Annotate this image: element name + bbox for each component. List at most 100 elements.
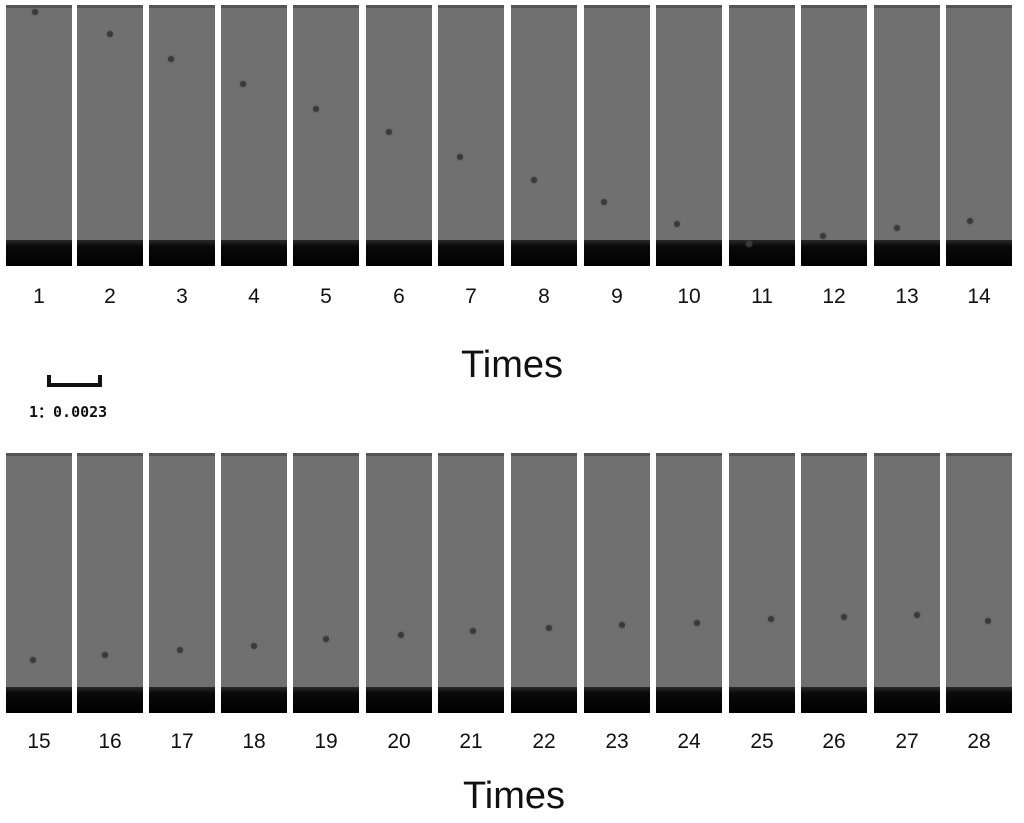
particle bbox=[967, 218, 973, 224]
particle bbox=[386, 129, 392, 135]
frame-top-rim bbox=[584, 5, 650, 8]
frame-top-rim bbox=[6, 453, 72, 456]
frame-floor bbox=[584, 240, 650, 266]
frame-top-rim bbox=[293, 5, 359, 8]
frame-label: 21 bbox=[459, 730, 483, 753]
frame-floor bbox=[77, 240, 143, 266]
frame-floor bbox=[729, 240, 795, 266]
frame-floor bbox=[6, 687, 72, 713]
frame-floor bbox=[149, 687, 215, 713]
frame-1 bbox=[6, 5, 72, 266]
frame-top-rim bbox=[438, 453, 504, 456]
frame-top-rim bbox=[656, 5, 722, 8]
frame-top-rim bbox=[656, 453, 722, 456]
frame-18 bbox=[221, 453, 287, 713]
particle bbox=[820, 233, 826, 239]
frame-label: 8 bbox=[538, 285, 550, 308]
frame-floor bbox=[438, 240, 504, 266]
frame-floor bbox=[149, 240, 215, 266]
frame-floor bbox=[77, 687, 143, 713]
frame-floor bbox=[511, 687, 577, 713]
particle bbox=[894, 225, 900, 231]
axis-title-top: Times bbox=[460, 344, 564, 386]
frame-label: 10 bbox=[677, 285, 701, 308]
particle bbox=[470, 628, 476, 634]
frame-floor bbox=[511, 240, 577, 266]
frame-23 bbox=[584, 453, 650, 713]
frame-top-rim bbox=[874, 453, 940, 456]
frame-floor bbox=[801, 687, 867, 713]
frame-label: 5 bbox=[320, 285, 332, 308]
frame-label: 18 bbox=[242, 730, 266, 753]
frame-floor bbox=[946, 240, 1012, 266]
frame-row-bottom: 15 16 17 18 19 20 21 22 23 24 25 26 27 28 bbox=[0, 451, 1024, 761]
frame-label: 22 bbox=[532, 730, 556, 753]
scale-bar bbox=[47, 375, 102, 387]
frame-top-rim bbox=[801, 453, 867, 456]
frame-floor bbox=[584, 687, 650, 713]
frame-floor bbox=[946, 687, 1012, 713]
frame-14 bbox=[946, 5, 1012, 266]
particle bbox=[313, 106, 319, 112]
frame-top-rim bbox=[511, 5, 577, 8]
frame-label: 28 bbox=[967, 730, 991, 753]
frame-label: 23 bbox=[605, 730, 629, 753]
particle bbox=[746, 241, 752, 247]
frame-top-rim bbox=[77, 5, 143, 8]
frame-28 bbox=[946, 453, 1012, 713]
frame-16 bbox=[77, 453, 143, 713]
particle bbox=[985, 618, 991, 624]
particle bbox=[102, 652, 108, 658]
frame-11 bbox=[729, 5, 795, 266]
frame-label: 20 bbox=[387, 730, 411, 753]
frame-label: 15 bbox=[27, 730, 51, 753]
frame-label: 2 bbox=[104, 285, 116, 308]
frame-top-rim bbox=[293, 453, 359, 456]
frame-top-rim bbox=[801, 5, 867, 8]
particle bbox=[694, 620, 700, 626]
frame-6 bbox=[366, 5, 432, 266]
frame-22 bbox=[511, 453, 577, 713]
frame-top-rim bbox=[221, 5, 287, 8]
frame-3 bbox=[149, 5, 215, 266]
frame-floor bbox=[221, 240, 287, 266]
particle bbox=[457, 154, 463, 160]
particle bbox=[601, 199, 607, 205]
frame-label: 9 bbox=[611, 285, 623, 308]
frame-9 bbox=[584, 5, 650, 266]
frame-label: 14 bbox=[967, 285, 991, 308]
frame-top-rim bbox=[511, 453, 577, 456]
frame-row-top: 1 2 3 4 5 6 7 8 9 10 11 12 13 14 bbox=[0, 0, 1024, 320]
particle bbox=[32, 9, 38, 15]
particle bbox=[107, 31, 113, 37]
frame-floor bbox=[366, 240, 432, 266]
frame-floor bbox=[293, 687, 359, 713]
particle bbox=[30, 657, 36, 663]
frame-8 bbox=[511, 5, 577, 266]
frame-label: 24 bbox=[677, 730, 701, 753]
frame-label: 3 bbox=[176, 285, 188, 308]
particle bbox=[674, 221, 680, 227]
frame-top-rim bbox=[366, 5, 432, 8]
frame-floor bbox=[801, 240, 867, 266]
frame-label: 19 bbox=[314, 730, 338, 753]
frame-top-rim bbox=[149, 5, 215, 8]
frame-4 bbox=[221, 5, 287, 266]
particle bbox=[546, 625, 552, 631]
frame-top-rim bbox=[729, 453, 795, 456]
frame-floor bbox=[874, 687, 940, 713]
frame-10 bbox=[656, 5, 722, 266]
frame-label: 27 bbox=[895, 730, 919, 753]
frame-label: 1 bbox=[33, 285, 45, 308]
particle bbox=[531, 177, 537, 183]
particle bbox=[240, 81, 246, 87]
frame-top-rim bbox=[874, 5, 940, 8]
frame-20 bbox=[366, 453, 432, 713]
frame-label: 26 bbox=[822, 730, 846, 753]
frame-floor bbox=[6, 240, 72, 266]
frame-label: 12 bbox=[822, 285, 846, 308]
frame-top-rim bbox=[366, 453, 432, 456]
frame-top-rim bbox=[6, 5, 72, 8]
frame-label: 7 bbox=[465, 285, 477, 308]
frame-label: 25 bbox=[750, 730, 774, 753]
